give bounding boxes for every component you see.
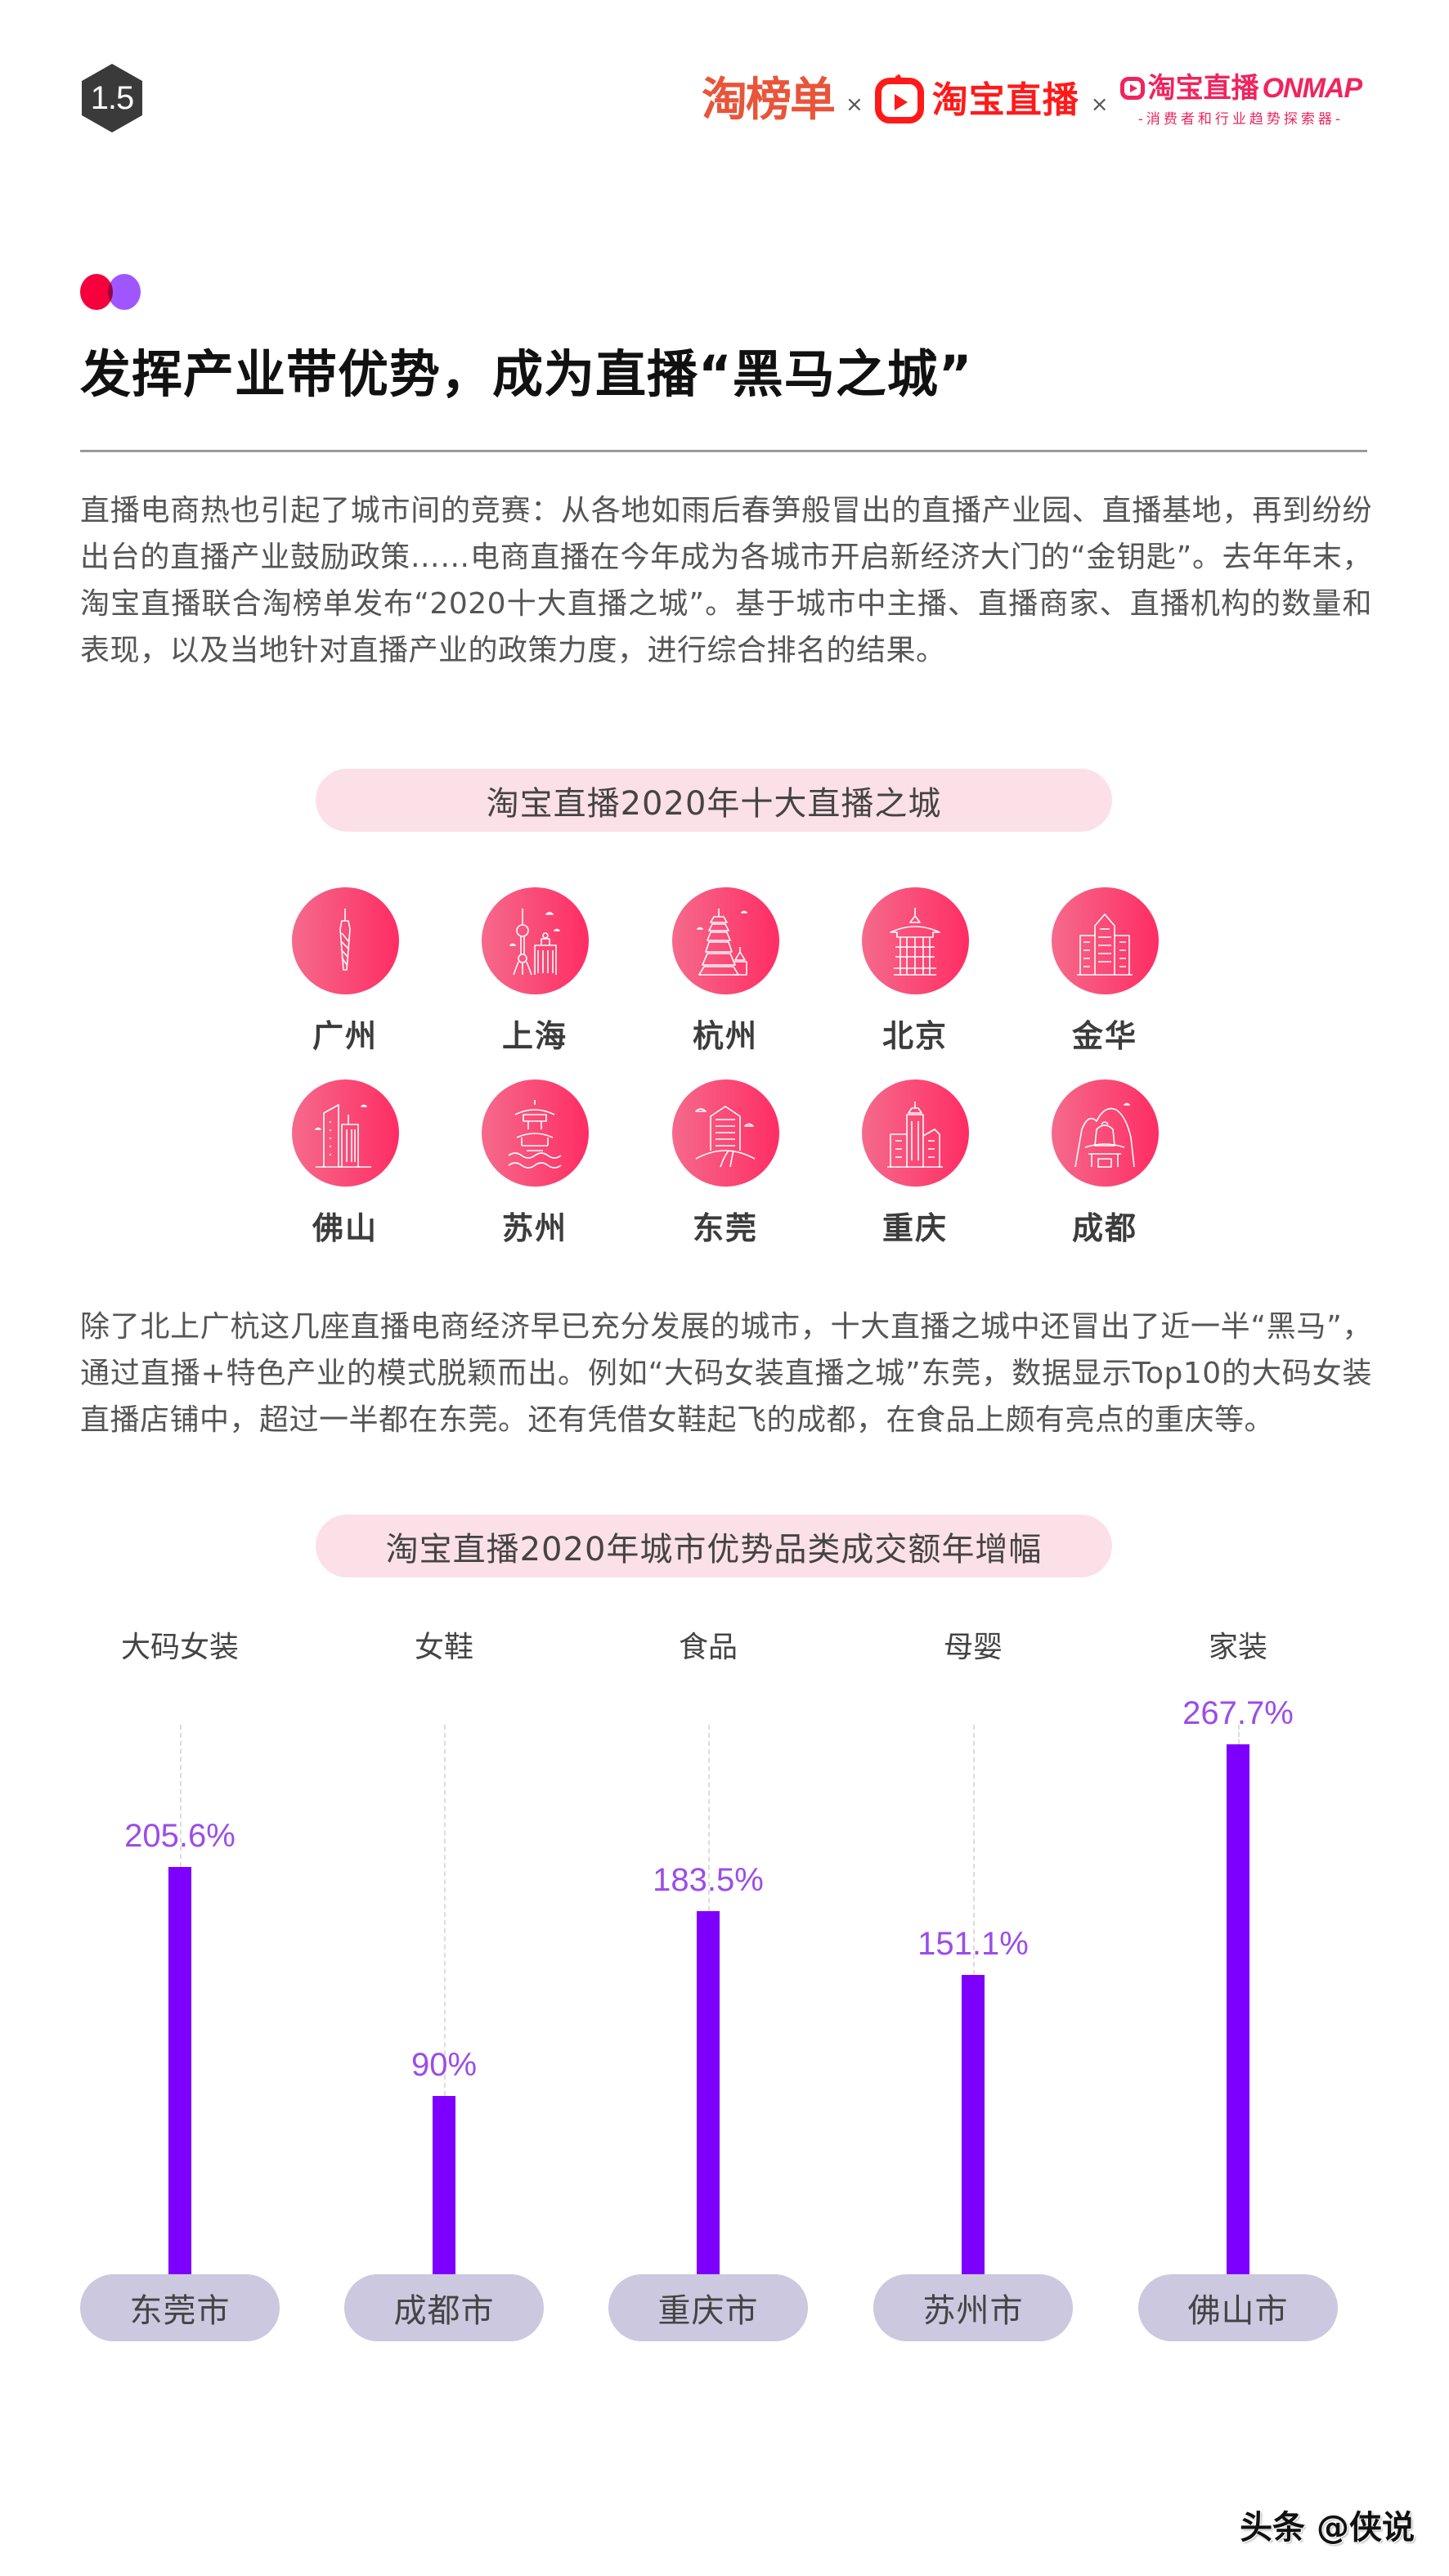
city-label: 重庆	[882, 1210, 948, 1246]
value-label: 90%	[410, 2047, 478, 2083]
city-label: 佛山	[312, 1210, 378, 1246]
watermark: 头条 @侠说	[1240, 2509, 1415, 2547]
city-label: 杭州	[692, 1018, 758, 1054]
value-label: 151.1%	[917, 1926, 1029, 1962]
city-label: 广州	[312, 1018, 378, 1054]
city-pill: 佛山市	[1138, 2274, 1338, 2341]
city-pill: 重庆市	[608, 2274, 808, 2341]
section-marker-icon	[80, 274, 142, 310]
onmap-logo: 淘宝直播 ONMAP -消费者和行业趋势探索器-	[1119, 74, 1362, 128]
city-label: 成都	[1071, 1210, 1137, 1246]
taobangdan-logo: 淘榜单	[702, 74, 836, 127]
canton-tower-icon	[291, 887, 399, 994]
category-label: 食品	[678, 1631, 738, 1664]
onmap-tagline: -消费者和行业趋势探索器-	[1137, 110, 1344, 128]
office-building-icon	[1051, 887, 1159, 994]
temple-icon	[861, 887, 969, 994]
bar	[962, 1975, 985, 2274]
partner-logos: 淘榜单 × 淘宝直播 × 淘宝直播 ONMAP -消费者和行业趋势探索器-	[702, 64, 1362, 137]
city-pill: 苏州市	[873, 2274, 1073, 2341]
chart-column: 食品 183.5% 重庆市	[602, 1603, 814, 2355]
city-label: 苏州	[501, 1210, 567, 1246]
section-number-badge: 1.5	[82, 64, 142, 132]
analysis-paragraph: 除了北上广杭这几座直播电商经济早已充分发展的城市，十大直播之城中还冒出了近一半“…	[80, 1310, 1372, 1437]
city-label: 金华	[1071, 1018, 1137, 1054]
page-title: 发挥产业带优势，成为直播“黑马之城”	[80, 344, 973, 404]
chart-column: 大码女装 205.6% 东莞市	[74, 1603, 286, 2355]
growth-bar-chart: 大码女装 205.6% 东莞市 女鞋 90% 成都市 食品 183.5% 重庆市 母婴 151.1%…	[0, 1603, 1449, 2355]
oriental-pearl-tower-icon	[481, 887, 589, 994]
guide-line	[180, 1725, 182, 1867]
city-item: 金华	[1023, 887, 1187, 1056]
bar	[697, 1911, 720, 2274]
pagoda-icon	[671, 887, 779, 994]
logo-separator: ×	[846, 92, 864, 117]
city-item: 成都	[1023, 1079, 1187, 1248]
guide-line	[973, 1725, 975, 1975]
chart-column: 家装 267.7% 佛山市	[1132, 1603, 1344, 2355]
category-label: 家装	[1208, 1631, 1267, 1664]
category-label: 女鞋	[414, 1631, 473, 1664]
city-label: 上海	[501, 1018, 567, 1054]
city-item: 广州	[263, 887, 427, 1056]
tv-play-icon	[1119, 76, 1145, 100]
city-label: 北京	[882, 1018, 948, 1054]
tv-play-icon	[874, 78, 924, 123]
value-label: 267.7%	[1182, 1695, 1294, 1731]
pavilion-water-icon	[481, 1079, 589, 1187]
city-item: 杭州	[644, 887, 807, 1056]
tower-road-icon	[671, 1079, 779, 1187]
skyscraper-icon	[291, 1079, 399, 1187]
cities-section-title: 淘宝直播2020年十大直播之城	[316, 769, 1112, 832]
city-pill: 成都市	[344, 2274, 544, 2341]
bar	[168, 1867, 191, 2274]
value-label: 205.6%	[124, 1818, 236, 1854]
bar	[433, 2096, 455, 2274]
city-label: 东莞	[692, 1210, 758, 1246]
guide-line	[444, 1725, 446, 2096]
city-item: 重庆	[833, 1079, 997, 1248]
guide-line	[708, 1725, 710, 1911]
category-label: 大码女装	[120, 1631, 239, 1664]
section-number: 1.5	[90, 79, 135, 116]
category-label: 母婴	[943, 1631, 1003, 1664]
title-divider	[80, 450, 1367, 452]
value-label: 183.5%	[653, 1862, 764, 1898]
logo-separator: ×	[1090, 92, 1109, 117]
intro-paragraph: 直播电商热也引起了城市间的竞赛：从各地如雨后春笋般冒出的直播产业园、直播基地，再…	[80, 494, 1372, 667]
taobao-live-logo: 淘宝直播	[874, 78, 1079, 123]
city-item: 苏州	[453, 1079, 617, 1248]
chart-section-title: 淘宝直播2020年城市优势品类成交额年增幅	[316, 1515, 1112, 1577]
buddha-mountain-icon	[1051, 1079, 1159, 1187]
bar	[1227, 1744, 1249, 2274]
chart-column: 母婴 151.1% 苏州市	[867, 1603, 1079, 2355]
chart-column: 女鞋 90% 成都市	[338, 1603, 550, 2355]
city-item: 北京	[833, 887, 997, 1056]
city-item: 东莞	[644, 1079, 807, 1248]
guide-line	[1238, 1725, 1240, 1744]
city-item: 上海	[453, 887, 617, 1056]
city-pill: 东莞市	[80, 2274, 280, 2341]
city-item: 佛山	[263, 1079, 427, 1248]
city-building-icon	[861, 1079, 969, 1187]
